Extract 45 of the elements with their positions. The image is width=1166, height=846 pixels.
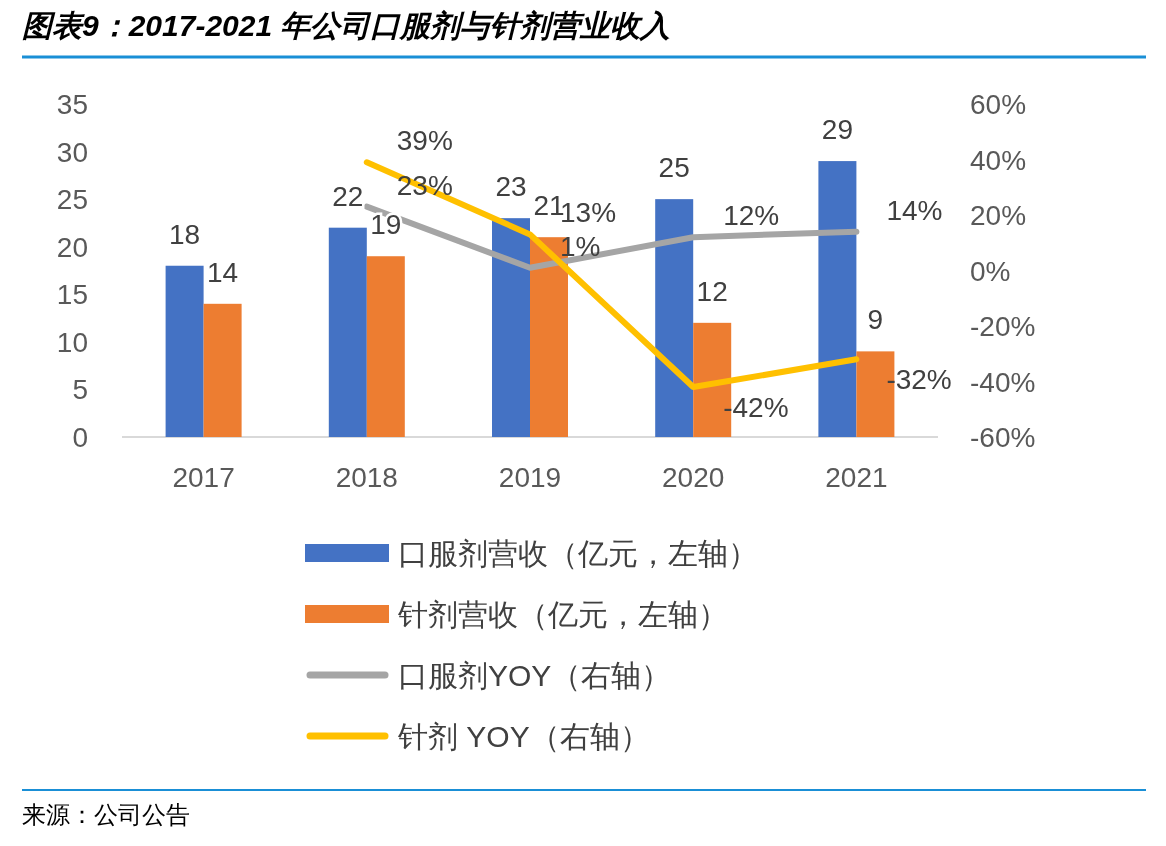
y2-tick-label: 20%	[970, 200, 1027, 231]
y-tick-label: 30	[56, 136, 88, 168]
data-label: 29	[821, 114, 853, 146]
data-label: 14%	[886, 194, 943, 226]
bar	[203, 303, 242, 437]
data-label: 18	[169, 218, 201, 250]
bar	[366, 256, 405, 437]
legend-label: 针剂营收（亿元，左轴）	[397, 598, 728, 631]
y2-tick-label: -60%	[970, 422, 1036, 453]
legend-label: 针剂 YOY（右轴）	[397, 720, 650, 753]
legend-label: 口服剂营收（亿元，左轴）	[398, 537, 758, 570]
y-tick-label: 0	[72, 422, 88, 453]
x-tick-label: 2017	[172, 462, 235, 493]
data-label: 12	[696, 275, 728, 307]
bar	[818, 161, 857, 437]
bar	[492, 218, 530, 437]
y-tick-label: 15	[56, 279, 88, 311]
data-label: 19	[370, 209, 402, 241]
y2-tick-label: 40%	[970, 144, 1027, 176]
y-tick-label: 35	[56, 89, 88, 120]
x-tick-label: 2020	[662, 462, 725, 493]
y-tick-label: 20	[56, 231, 88, 263]
chart-title: 图表9：2017-2021 年公司口服剂与针剂营业收入	[22, 9, 671, 42]
data-label: 23	[495, 171, 527, 203]
y2-tick-label: 60%	[970, 89, 1027, 120]
x-tick-label: 2021	[825, 462, 888, 493]
data-label: 12%	[723, 200, 780, 232]
bar	[655, 199, 694, 437]
x-tick-label: 2018	[335, 462, 398, 493]
y2-tick-label: -40%	[970, 366, 1036, 398]
y-tick-label: 25	[56, 184, 88, 216]
x-tick-label: 2019	[498, 462, 562, 493]
data-label: 39%	[396, 125, 453, 157]
bar	[328, 227, 367, 437]
data-label: 25	[658, 152, 690, 184]
data-label: 22	[332, 180, 364, 212]
y2-tick-label: -20%	[970, 311, 1036, 342]
legend-label: 口服剂YOY（右轴）	[398, 659, 672, 692]
data-label: 14	[207, 256, 239, 288]
y-tick-label: 10	[56, 326, 88, 358]
y2-tick-label: 0%	[970, 255, 1011, 287]
data-label: 9	[867, 304, 884, 336]
y-tick-label: 5	[72, 374, 88, 406]
bar	[165, 265, 204, 437]
source-note: 来源：公司公告	[22, 801, 190, 828]
